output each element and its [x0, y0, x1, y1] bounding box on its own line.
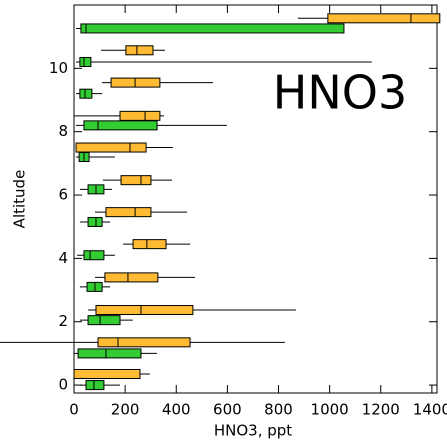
x-tick-label: 400 — [162, 401, 191, 419]
x-tick-label: 600 — [213, 401, 242, 419]
x-axis-label: HNO3, ppt — [214, 422, 292, 440]
box — [79, 57, 92, 68]
box — [83, 250, 105, 261]
box — [132, 239, 167, 250]
box — [104, 272, 159, 283]
y-tick-label: 10 — [49, 59, 68, 77]
x-tick-label: 800 — [264, 401, 293, 419]
box — [83, 120, 158, 131]
box — [77, 348, 142, 359]
box — [105, 207, 152, 218]
annotation: HNO3 — [273, 66, 407, 120]
x-tick-label: 0 — [69, 401, 79, 419]
box — [125, 45, 154, 56]
box — [80, 23, 345, 34]
y-axis-label: Altitude — [11, 170, 29, 229]
box — [87, 216, 103, 227]
x-tick-label: 1400 — [413, 401, 447, 419]
y-tick-label: 4 — [58, 249, 68, 267]
x-tick-label: 200 — [111, 401, 140, 419]
plot-frame — [73, 4, 438, 394]
box — [120, 175, 152, 186]
box — [79, 88, 93, 99]
box — [73, 368, 141, 379]
box — [327, 13, 441, 24]
y-tick-label: 8 — [58, 122, 68, 140]
box — [75, 142, 147, 153]
box — [95, 305, 194, 316]
box — [119, 110, 161, 121]
y-tick-label: 2 — [58, 312, 68, 330]
box — [97, 337, 191, 348]
y-tick-label: 0 — [58, 376, 68, 394]
x-tick-label: 1200 — [362, 401, 400, 419]
box — [87, 315, 121, 326]
x-tick-label: 1000 — [311, 401, 349, 419]
y-tick-label: 6 — [58, 186, 68, 204]
box — [85, 380, 105, 391]
